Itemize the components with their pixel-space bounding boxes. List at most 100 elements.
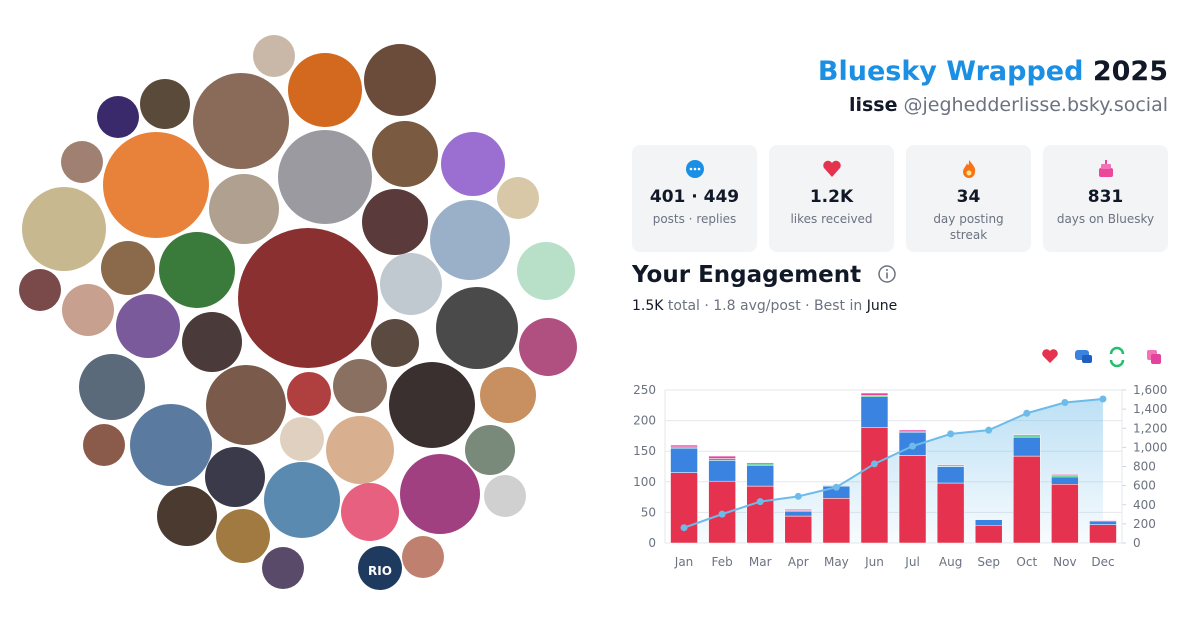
collage-label: RIO <box>368 564 392 578</box>
title-brand: Bluesky Wrapped <box>817 56 1084 87</box>
x-tick-label: Jan <box>674 555 694 569</box>
avatar <box>288 53 362 127</box>
avatar <box>484 475 526 517</box>
title-year: 2025 <box>1092 56 1168 87</box>
x-tick-label: Feb <box>712 555 733 569</box>
x-tick-label: Apr <box>788 555 809 569</box>
best-month: June <box>866 298 898 314</box>
bar-segment <box>974 518 1003 520</box>
avatar <box>61 141 103 183</box>
stat-card: 1.2K likes received <box>769 145 894 252</box>
avatar <box>193 73 289 169</box>
avatar <box>519 318 577 376</box>
line-point <box>1023 409 1031 417</box>
avatar <box>430 200 510 280</box>
legend <box>1042 346 1161 368</box>
line-point <box>680 524 688 532</box>
bar-segment <box>708 458 736 461</box>
line-point <box>832 483 840 491</box>
bar-segment <box>1051 474 1079 476</box>
total: 1.5K <box>632 298 664 314</box>
avatar <box>264 462 340 538</box>
avatar <box>206 365 286 445</box>
avatar <box>400 454 480 534</box>
x-tick-label: Aug <box>939 555 962 569</box>
avatar <box>371 319 419 367</box>
legend-icon-part <box>1082 355 1092 363</box>
bar-segment <box>746 465 774 487</box>
avatar <box>380 253 442 315</box>
bar-segment <box>860 427 889 544</box>
icon <box>822 160 841 177</box>
legend-icon[interactable] <box>1109 346 1125 368</box>
info-icon[interactable] <box>877 264 897 284</box>
bar-segment <box>670 447 698 473</box>
bar-segment <box>1051 476 1079 485</box>
bar-segment <box>708 455 736 459</box>
y2-tick-label: 600 <box>1133 479 1156 493</box>
bar-segment <box>822 498 851 544</box>
avatar <box>364 44 436 116</box>
line <box>683 397 1104 529</box>
stat-label: day posting streak <box>933 212 1004 242</box>
engagement-summary: 1.5K total · 1.8 avg/post · Best in June <box>632 298 897 314</box>
avatar <box>62 284 114 336</box>
bar-segment <box>670 444 698 448</box>
line-point <box>756 498 764 506</box>
chart: 0 50 100 150 200 250 0 200 400 600 800 1,000 1,200 1,… <box>633 346 1167 569</box>
display-name: lisse <box>848 94 898 116</box>
avatar <box>480 367 536 423</box>
bar-segment <box>1089 520 1117 522</box>
line-point <box>1099 395 1107 403</box>
avatar <box>436 287 518 369</box>
y-tick-label: 200 <box>633 414 656 428</box>
bar-segment <box>936 464 965 467</box>
avatar <box>216 509 270 563</box>
bar-segment <box>670 472 698 544</box>
x-tick-label: Nov <box>1053 555 1076 569</box>
avatar <box>280 417 324 461</box>
avatar <box>19 269 61 311</box>
x-tick-label: Oct <box>1016 555 1037 569</box>
bar-segment <box>1013 436 1041 457</box>
y2-tick-label: 800 <box>1133 460 1156 474</box>
y2-tick-label: 1,000 <box>1133 440 1167 454</box>
avatar <box>97 96 139 138</box>
legend-icon[interactable] <box>1042 349 1058 363</box>
bar-segment <box>708 460 736 482</box>
area <box>684 398 1103 543</box>
line-point <box>870 460 878 468</box>
y2-tick-label: 0 <box>1133 536 1141 550</box>
y-tick-label: 0 <box>648 536 656 550</box>
y2-tick-label: 200 <box>1133 517 1156 531</box>
stat-card: 831 days on Bluesky <box>1043 145 1168 252</box>
bar-segment <box>784 515 813 544</box>
stat-label: days on Bluesky <box>1056 212 1155 226</box>
stat-label: posts · replies <box>652 212 737 226</box>
line-point <box>947 430 955 438</box>
bar-segment <box>936 466 965 484</box>
stat-label: likes received <box>790 212 873 226</box>
avatar <box>130 404 212 486</box>
avatar <box>83 424 125 466</box>
icon <box>1098 160 1113 177</box>
y2-tick-label: 1,600 <box>1133 383 1167 397</box>
bar-segment <box>1013 455 1041 544</box>
icon <box>962 160 975 178</box>
handle: @jeghedderlisse.bsky.social <box>903 94 1169 116</box>
avatar <box>441 132 505 196</box>
bar-segment <box>746 462 774 465</box>
x-tick-label: Mar <box>749 555 772 569</box>
avatar <box>372 121 438 187</box>
avatar <box>159 232 235 308</box>
stat-value: 1.2K <box>809 187 854 207</box>
line-point <box>909 442 917 450</box>
avatar <box>341 483 399 541</box>
bar-segment <box>860 392 889 396</box>
avatar <box>205 447 265 507</box>
avatar <box>22 187 106 271</box>
bar-segment <box>898 455 927 544</box>
stat-card: 401 · 449 posts · replies <box>632 145 757 252</box>
avatar <box>209 174 279 244</box>
